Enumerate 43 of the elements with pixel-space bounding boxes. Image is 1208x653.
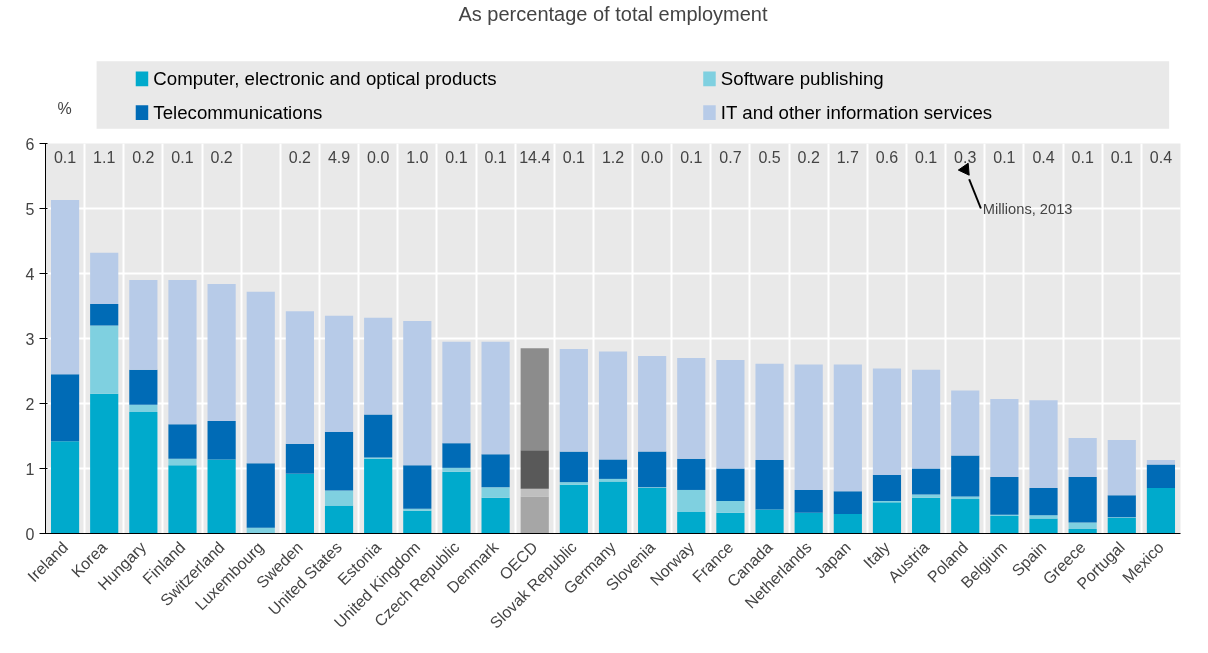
text: 0.2: [210, 148, 233, 166]
legend-label: Computer, electronic and optical products: [153, 68, 497, 90]
text: 0.1: [993, 148, 1016, 166]
text: 0.1: [171, 148, 194, 166]
legend-label: Telecommunications: [153, 102, 323, 124]
y-tick-label: 1: [25, 460, 35, 478]
text: 0.2: [797, 148, 820, 166]
text: 1.0: [406, 148, 429, 166]
text: 1.1: [93, 148, 116, 166]
text: 0.1: [1110, 148, 1133, 166]
text: 0.0: [641, 148, 664, 166]
text: 0.1: [53, 148, 77, 166]
text: 0.1: [1071, 148, 1094, 166]
text: 1.2: [601, 148, 625, 166]
text: 4.9: [327, 148, 351, 166]
legend-label: IT and other information services: [720, 102, 993, 124]
text: 1.7: [836, 148, 859, 166]
text: 0.4: [1149, 148, 1173, 166]
y-tick-label: 4: [25, 265, 35, 283]
chart-title: As percentage of total employment: [458, 3, 768, 25]
y-tick-label: 0: [25, 525, 35, 543]
text: 0.7: [719, 148, 742, 166]
x-tick-label: Italy: [860, 538, 893, 572]
text: 0.1: [914, 148, 938, 166]
y-tick-label: 2: [25, 395, 35, 413]
y-tick-label: 5: [25, 200, 35, 218]
text: 0.1: [445, 148, 468, 166]
legend-label: Software publishing: [720, 68, 884, 90]
text: 0.0: [367, 148, 390, 166]
text: 0.2: [288, 148, 312, 166]
text: 0.4: [1032, 148, 1055, 166]
text: 0.2: [132, 148, 155, 166]
annotation: Millions, 2013: [982, 200, 1073, 217]
text: 0.6: [875, 148, 899, 166]
text: 0.1: [484, 148, 507, 166]
text: 0.5: [758, 148, 781, 166]
y-tick-label: 6: [25, 135, 35, 153]
y-tick-label: 3: [25, 330, 35, 348]
text: 14.4: [519, 148, 551, 166]
y-axis-title: %: [57, 100, 72, 117]
text: 0.1: [680, 148, 703, 166]
text: 0.3: [954, 148, 977, 166]
text: 0.1: [562, 148, 585, 166]
